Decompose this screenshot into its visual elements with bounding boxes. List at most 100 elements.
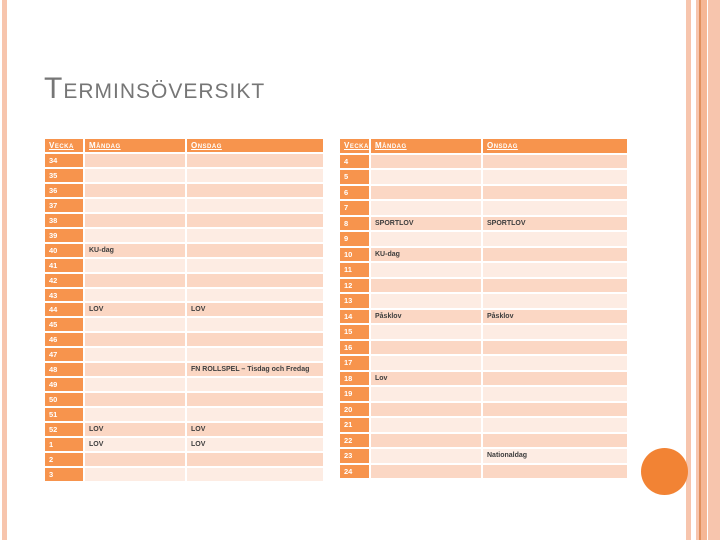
monday-cell: SPORTLOV [371,216,481,230]
wednesday-cell [483,294,627,308]
wednesday-cell [187,183,323,197]
accent-circle [641,448,688,495]
monday-cell [371,464,481,478]
week-cell: 1 [45,438,83,452]
wednesday-cell [187,168,323,182]
page-title: Terminsöversikt [44,72,266,105]
table-row: 22 [340,433,627,447]
week-cell: 40 [45,243,83,257]
week-cell: 15 [340,325,369,339]
wednesday-cell [187,348,323,362]
week-cell: 19 [340,387,369,401]
right-accent-stripe-4 [701,0,707,540]
monday-cell [85,153,185,167]
table-row: 47 [45,348,323,362]
header-cell-mandag: Måndag [85,139,185,152]
monday-cell [371,170,481,184]
monday-cell [85,333,185,347]
table-row: 16 [340,340,627,354]
table-row: 51 [45,408,323,422]
wednesday-cell [187,198,323,212]
monday-cell [371,278,481,292]
header-cell-vecka: Vecka [45,139,83,152]
right-accent-stripe-5 [708,0,720,540]
week-cell: 35 [45,168,83,182]
monday-cell [85,288,185,302]
monday-cell [371,402,481,416]
wednesday-cell: LOV [187,423,323,437]
monday-cell [371,185,481,199]
wednesday-cell [187,258,323,272]
week-cell: 47 [45,348,83,362]
week-cell: 18 [340,371,369,385]
week-cell: 51 [45,408,83,422]
week-cell: 46 [45,333,83,347]
week-cell: 9 [340,232,369,246]
right-accent-stripe-2 [696,0,699,540]
wednesday-cell [483,356,627,370]
week-cell: 17 [340,356,369,370]
week-cell: 22 [340,433,369,447]
wednesday-cell [483,387,627,401]
wednesday-cell: LOV [187,438,323,452]
week-cell: 23 [340,449,369,463]
week-cell: 24 [340,464,369,478]
monday-cell [85,273,185,287]
wednesday-cell [483,371,627,385]
monday-cell [85,318,185,332]
wednesday-cell: FN ROLLSPEL – Tisdag och Fredag [187,363,323,377]
monday-cell [371,356,481,370]
week-cell: 52 [45,423,83,437]
week-cell: 4 [340,154,369,168]
table-row: 19 [340,387,627,401]
wednesday-cell [187,228,323,242]
header-cell-mandag: Måndag [371,139,481,153]
right-accent-stripe-3 [699,0,701,540]
table-row: 13 [340,294,627,308]
monday-cell [371,449,481,463]
table-row: 17 [340,356,627,370]
wednesday-cell [187,453,323,466]
monday-cell [371,294,481,308]
wednesday-cell [187,213,323,227]
week-cell: 2 [45,453,83,466]
table-row: 37 [45,198,323,212]
week-cell: 50 [45,393,83,407]
monday-cell [85,348,185,362]
wednesday-cell [187,273,323,287]
wednesday-cell [187,393,323,407]
monday-cell: Påsklov [371,309,481,323]
table-row: 11 [340,263,627,277]
wednesday-cell [483,247,627,261]
table-header-row: Vecka Måndag Onsdag [45,139,323,152]
week-cell: 38 [45,213,83,227]
monday-cell [85,168,185,182]
table-row: 15 [340,325,627,339]
wednesday-cell [483,201,627,215]
table-row: 41 [45,258,323,272]
term-table-autumn: Vecka Måndag Onsdag 34 35 36 37 38 39 40 KU-dag 41 4… [45,139,323,481]
monday-cell [371,387,481,401]
monday-cell [85,198,185,212]
week-cell: 5 [340,170,369,184]
header-cell-onsdag: Onsdag [483,139,627,153]
table-row: 24 [340,464,627,478]
week-cell: 44 [45,303,83,317]
monday-cell [371,418,481,432]
week-cell: 6 [340,185,369,199]
table-row: 8 SPORTLOV SPORTLOV [340,216,627,230]
wednesday-cell [187,333,323,347]
table-row: 38 [45,213,323,227]
monday-cell [371,263,481,277]
table-row: 4 [340,154,627,168]
table-row: 3 [45,467,323,481]
monday-cell [85,228,185,242]
table-row: 21 [340,418,627,432]
table-row: 50 [45,393,323,407]
wednesday-cell: LOV [187,303,323,317]
week-cell: 13 [340,294,369,308]
wednesday-cell [483,263,627,277]
table-row: 52 LOV LOV [45,423,323,437]
table-header-row: Vecka Måndag Onsdag [340,139,627,153]
right-accent-stripe-1 [686,0,691,540]
